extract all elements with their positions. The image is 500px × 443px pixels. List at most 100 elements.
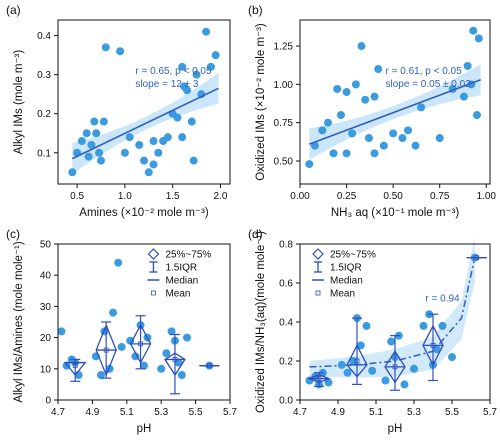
data-point [411,141,420,150]
data-point [472,111,481,120]
data-point [361,95,370,104]
legend-label: Median [330,276,363,287]
x-tick-label: 5.3 [407,407,421,418]
mean-marker [206,363,212,369]
data-point [342,88,351,97]
data-point [87,140,96,149]
data-point [140,156,148,165]
data-point [324,378,333,387]
data-point [459,92,468,101]
data-point [356,341,365,350]
legend-label: 25%~75% [330,250,376,261]
legend-label: Mean [165,289,190,300]
trend-line [309,257,476,368]
data-point [463,61,472,70]
x-tick-label: 1.5 [166,191,180,202]
stats-annotation: slope = 12 ± 3 [135,79,198,90]
stats-annotation: r = 0.94 [425,294,460,305]
data-point [211,51,220,60]
data-point [84,152,93,161]
x-tick-label: 1.00 [477,191,497,202]
panel-label: (d) [248,227,263,241]
mean-marker [103,347,109,353]
x-axis-label: pH [388,423,403,435]
data-point [144,168,153,177]
panel-c: (c) 4.7 4.9 5.1 5.3 5.5 5.7 0 10 20 30 40 50 pH Alkyl … [6,227,237,435]
panel-label: (c) [6,227,20,241]
iqr-diamond [307,373,331,384]
x-tick-label: 2.0 [213,191,227,202]
x-tick-label: 5.7 [483,407,497,418]
iqr-diamond [422,324,444,367]
y-tick-label: 0.2 [37,109,51,120]
x-axis-label: Amines (×10⁻² mole m⁻³) [79,207,209,219]
iqr-diamond [95,323,117,377]
iqr-diamond [384,350,406,384]
plot-frame [299,19,491,185]
panel-d: (d) 4.7 4.9 5.1 5.3 5.5 5.7 0.0 0.2 0.4 0.6 0.8 pH Ox… [248,227,497,435]
data-point [154,148,163,157]
data-point [448,353,456,362]
data-point [126,336,135,345]
mean-marker [138,341,143,347]
y-tick-label: 1.00 [274,80,294,91]
data-point [116,47,125,56]
data-point [192,70,201,79]
data-point [381,376,390,385]
data-point [97,371,105,380]
data-point [178,133,187,142]
data-point [178,62,187,71]
data-point [438,321,447,330]
data-point [125,133,134,142]
y-axis-label: Oxidized IMs/NH₃(aq)(mole mole⁻¹) [255,231,267,413]
data-point [387,337,396,346]
y-tick-label: 40 [40,271,52,282]
x-tick-label: 5.1 [369,407,383,418]
legend-label: Mean [330,289,355,300]
data-point [131,352,140,361]
y-tick-label: 0.0 [279,396,293,407]
y-tick-label: 30 [40,302,52,313]
data-point [370,92,379,101]
x-tick-label: 4.9 [85,407,99,418]
data-point [329,149,338,158]
x-tick-label: 5.7 [223,407,237,418]
data-point [109,308,118,317]
y-axis-label: Alkyl IMs (mole m⁻³) [13,50,25,155]
legend-key-diamond [312,248,324,260]
data-point [135,140,144,149]
y-tick-label: 0.8 [279,240,293,251]
data-point [68,168,77,177]
y-tick-label: 0.1 [37,148,51,159]
data-point [398,134,407,143]
x-tick-label: 4.9 [331,407,345,418]
data-point [410,364,418,373]
mean-marker [430,342,436,348]
x-tick-label: 0.25 [337,191,357,202]
legend-label: 1.5IQR [165,263,197,274]
plot-frame [57,19,231,185]
data-point [99,117,108,126]
data-point [173,113,182,122]
legend-label: Median [165,276,198,287]
data-point [120,148,129,157]
data-point [318,126,327,135]
data-point [419,321,428,330]
mean-marker [316,376,322,381]
data-point [95,148,104,157]
data-point [202,27,211,36]
data-point [77,137,86,146]
data-point [180,82,189,91]
data-point [343,368,352,377]
data-point [157,364,166,373]
data-point [368,366,377,375]
y-tick-label: 0.2 [279,357,293,368]
x-axis-label: pH [137,423,152,435]
data-point [333,84,342,93]
plot-frame [299,243,491,401]
data-point [362,321,371,330]
data-point [101,43,110,52]
mean-marker [72,363,78,369]
stats-annotation: slope = 0.05 ± 0.02 [386,79,472,90]
